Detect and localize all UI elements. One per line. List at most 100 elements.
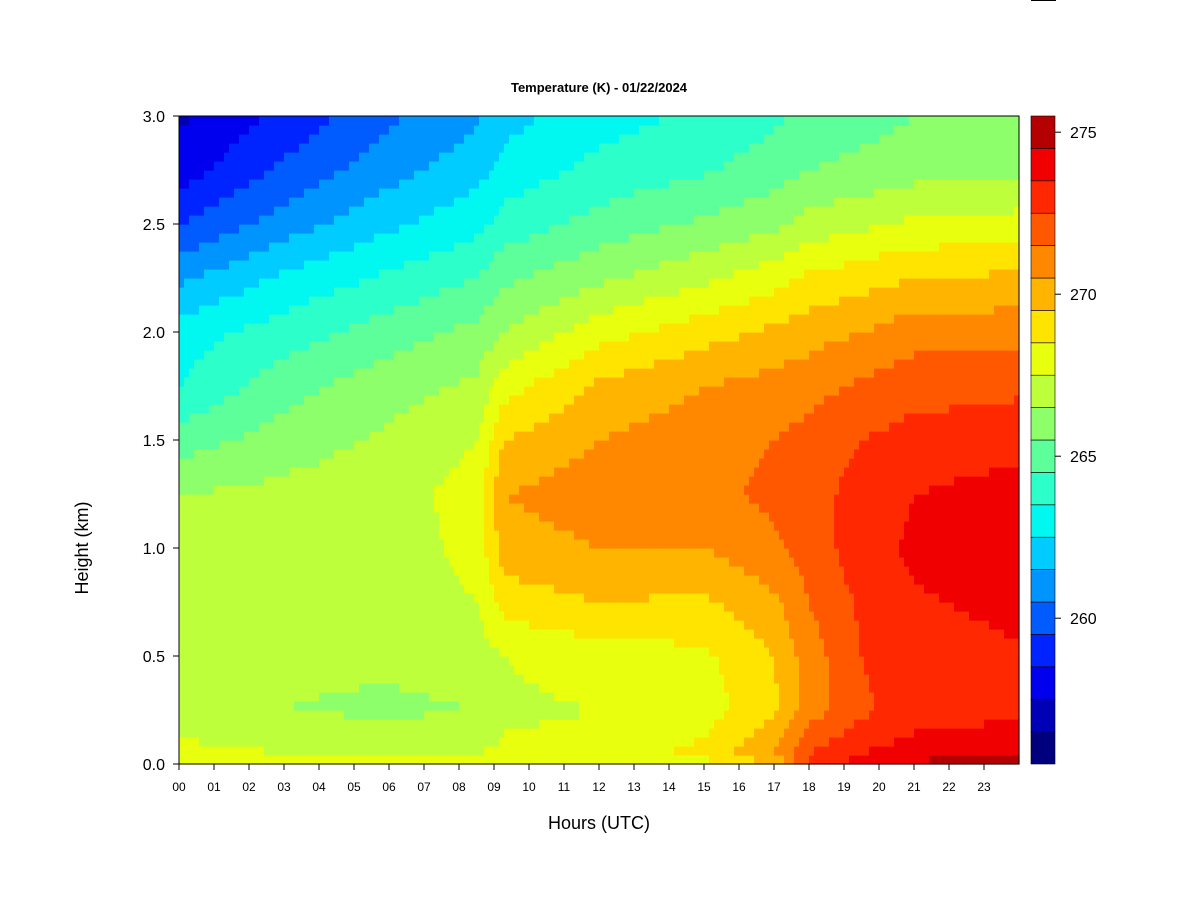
- heatmap-cell: [449, 719, 455, 729]
- heatmap-cell: [839, 665, 845, 675]
- heatmap-cell: [714, 746, 720, 756]
- heatmap-cell: [649, 638, 655, 648]
- heatmap-cell: [329, 692, 335, 702]
- heatmap-cell: [944, 629, 950, 639]
- heatmap-cell: [754, 512, 760, 522]
- heatmap-cell: [819, 665, 825, 675]
- heatmap-cell: [859, 755, 865, 765]
- heatmap-cell: [629, 710, 635, 720]
- heatmap-cell: [464, 710, 470, 720]
- heatmap-cell: [529, 719, 535, 729]
- heatmap-cell: [414, 557, 420, 567]
- heatmap-cell: [554, 548, 560, 558]
- heatmap-cell: [399, 575, 405, 585]
- heatmap-cell: [334, 710, 340, 720]
- heatmap-cell: [759, 755, 765, 765]
- heatmap-cell: [514, 674, 520, 684]
- heatmap-cell: [209, 512, 215, 522]
- heatmap-cell: [314, 746, 320, 756]
- heatmap-cell: [329, 755, 335, 765]
- heatmap-cell: [619, 575, 625, 585]
- heatmap-cell: [949, 638, 955, 648]
- heatmap-cell: [889, 539, 895, 549]
- heatmap-cell: [644, 503, 650, 513]
- heatmap-cell: [774, 557, 780, 567]
- heatmap-cell: [919, 710, 925, 720]
- heatmap-cell: [909, 755, 915, 765]
- heatmap-cell: [909, 557, 915, 567]
- heatmap-cell: [244, 557, 250, 567]
- heatmap-cell: [449, 494, 455, 504]
- heatmap-cell: [919, 701, 925, 711]
- heatmap-cell: [419, 647, 425, 657]
- heatmap-cell: [494, 611, 500, 621]
- heatmap-cell: [254, 548, 260, 558]
- heatmap-cell: [854, 638, 860, 648]
- heatmap-cell: [364, 584, 370, 594]
- heatmap-cell: [954, 701, 960, 711]
- heatmap-cell: [339, 548, 345, 558]
- heatmap-cell: [509, 602, 515, 612]
- heatmap-cell: [599, 557, 605, 567]
- heatmap-cell: [579, 584, 585, 594]
- heatmap-cell: [729, 494, 735, 504]
- heatmap-cell: [779, 602, 785, 612]
- heatmap-cell: [314, 638, 320, 648]
- heatmap-cell: [199, 728, 205, 738]
- heatmap-cell: [564, 566, 570, 576]
- heatmap-cell: [279, 575, 285, 585]
- heatmap-cell: [929, 665, 935, 675]
- heatmap-cell: [359, 575, 365, 585]
- heatmap-cell: [239, 584, 245, 594]
- heatmap-cell: [369, 710, 375, 720]
- heatmap-cell: [424, 602, 430, 612]
- heatmap-cell: [674, 647, 680, 657]
- heatmap-cell: [929, 638, 935, 648]
- heatmap-cell: [949, 611, 955, 621]
- heatmap-cell: [494, 737, 500, 747]
- heatmap-cell: [824, 566, 830, 576]
- heatmap-cell: [419, 683, 425, 693]
- heatmap-cell: [954, 611, 960, 621]
- heatmap-cell: [494, 557, 500, 567]
- heatmap-cell: [304, 692, 310, 702]
- heatmap-cell: [474, 674, 480, 684]
- heatmap-cell: [564, 674, 570, 684]
- heatmap-cell: [724, 557, 730, 567]
- heatmap-cell: [234, 719, 240, 729]
- heatmap-cell: [309, 629, 315, 639]
- heatmap-cell: [614, 575, 620, 585]
- heatmap-cell: [519, 620, 525, 630]
- heatmap-cell: [929, 647, 935, 657]
- heatmap-cell: [644, 602, 650, 612]
- heatmap-cell: [974, 665, 980, 675]
- heatmap-cell: [209, 629, 215, 639]
- heatmap-cell: [439, 656, 445, 666]
- heatmap-cell: [544, 647, 550, 657]
- heatmap-cell: [239, 683, 245, 693]
- heatmap-cell: [459, 674, 465, 684]
- heatmap-cell: [769, 746, 775, 756]
- heatmap-cell: [379, 692, 385, 702]
- heatmap-cell: [639, 647, 645, 657]
- heatmap-cell: [949, 665, 955, 675]
- heatmap-cell: [944, 602, 950, 612]
- heatmap-cell: [704, 674, 710, 684]
- heatmap-cell: [679, 503, 685, 513]
- heatmap-cell: [394, 755, 400, 765]
- heatmap-cell: [444, 611, 450, 621]
- heatmap-cell: [739, 647, 745, 657]
- heatmap-cell: [999, 755, 1005, 765]
- heatmap-cell: [794, 638, 800, 648]
- heatmap-cell: [709, 584, 715, 594]
- heatmap-cell: [619, 737, 625, 747]
- heatmap-cell: [354, 548, 360, 558]
- heatmap-cell: [309, 548, 315, 558]
- heatmap-cell: [844, 575, 850, 585]
- heatmap-cell: [644, 692, 650, 702]
- heatmap-cell: [354, 638, 360, 648]
- heatmap-cell: [519, 584, 525, 594]
- heatmap-cell: [179, 530, 185, 540]
- heatmap-cell: [764, 737, 770, 747]
- heatmap-cell: [549, 503, 555, 513]
